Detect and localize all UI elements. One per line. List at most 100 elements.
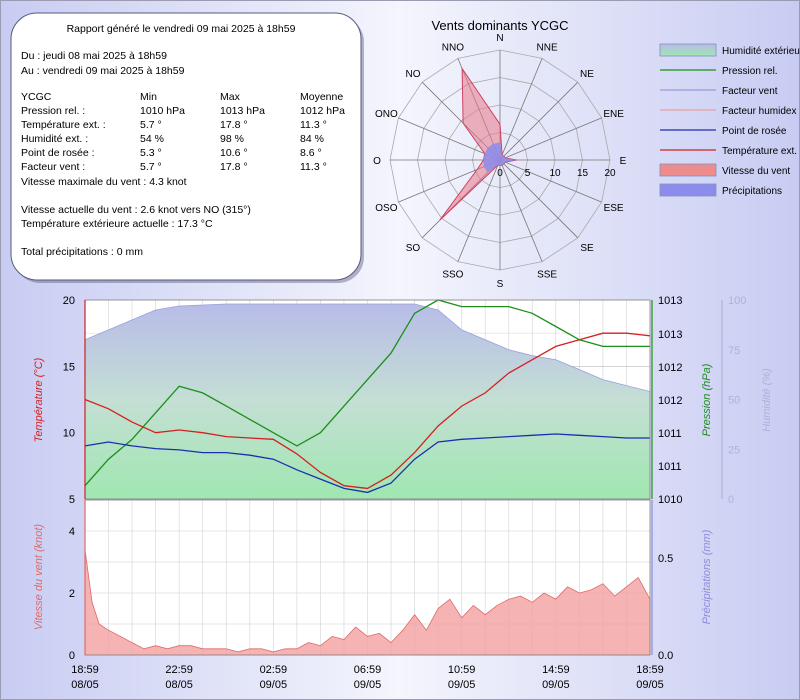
- humidity-axis-label: Humidité (%): [761, 368, 773, 432]
- wind-rose-direction-label: SE: [580, 243, 594, 254]
- humidity-tick-label: 100: [728, 295, 746, 307]
- pressure-line: [84, 299, 650, 487]
- wind-rose-direction-label: SSO: [442, 270, 463, 281]
- report-current-wind: Vitesse actuelle du vent : 2.6 knot vers…: [21, 204, 251, 216]
- precip-axis-label: Précipitations (mm): [701, 529, 713, 624]
- pressure-tick-label: 1011: [658, 428, 682, 440]
- report-box: Rapport généré le vendredi 09 mai 2025 à…: [10, 12, 364, 283]
- wind-rose-direction-label: ENE: [603, 109, 624, 120]
- report-max-wind: Vitesse maximale du vent : 4.3 knot: [21, 176, 187, 188]
- legend-item: Pression rel.: [660, 66, 778, 77]
- legend-label: Facteur vent: [722, 86, 778, 97]
- pressure-tick-label: 1013: [658, 329, 682, 341]
- wind-rose-spoke: [499, 58, 543, 161]
- report-row-min: 5.7 °: [140, 161, 162, 173]
- top-chart: 5 10 15 20 Température (°C) 1010 1011 1011 1012 1…: [33, 295, 773, 506]
- wind-rose-origin-label: 0: [497, 168, 503, 179]
- wind-rose-inner: [483, 142, 517, 173]
- report-row-temperature: Température ext. : 5.7 ° 17.8 ° 11.3 °: [21, 119, 327, 131]
- wind-rose-spoke: [398, 117, 501, 161]
- temperature-line: [84, 332, 651, 490]
- dew-point-line: [84, 433, 650, 494]
- wind-rose-spoke: [499, 159, 602, 203]
- legend-label: Pression rel.: [722, 66, 778, 77]
- wind-tick-label: 0: [69, 650, 75, 662]
- wind-rose-tick-label: 10: [549, 168, 561, 179]
- legend-label: Facteur humidex: [722, 106, 796, 117]
- report-col-min: Min: [140, 91, 157, 103]
- wind-rose-direction-label: NE: [580, 69, 594, 80]
- pressure-axis-label: Pression (hPa): [701, 363, 713, 436]
- report-row-humidity: Humidité ext. : 54 % 98 % 84 %: [21, 133, 324, 145]
- pressure-tick-label: 1012: [658, 362, 682, 374]
- report-row-label: Humidité ext. :: [21, 133, 88, 145]
- x-tick-time: 10:59: [448, 664, 476, 676]
- temp-tick-label: 5: [69, 494, 75, 506]
- wind-rose-direction-label: O: [373, 156, 381, 167]
- report-row-avg: 8.6 °: [300, 147, 322, 159]
- wind-rose-direction-label: S: [497, 279, 504, 290]
- temp-axis-label: Température (°C): [33, 357, 45, 442]
- report-row-max: 17.8 °: [220, 161, 248, 173]
- wind-rose-grid: [389, 49, 611, 271]
- humidity-tick-label: 25: [728, 444, 740, 456]
- report-box-frame: [10, 12, 362, 281]
- x-tick-date: 09/05: [542, 679, 570, 691]
- x-tick-time: 18:59: [71, 664, 99, 676]
- report-generated: Rapport généré le vendredi 09 mai 2025 à…: [67, 23, 296, 35]
- wind-rose-spoke: [499, 159, 543, 262]
- wind-tick-label: 2: [69, 588, 75, 600]
- legend-swatch: [659, 43, 717, 57]
- wind-rose-direction-label: E: [620, 156, 627, 167]
- wind-rose-tick-label: 15: [577, 168, 589, 179]
- legend-item: Vitesse du vent: [659, 163, 790, 177]
- legend-label: Vitesse du vent: [722, 166, 790, 177]
- x-axis: 18:59 08/05 22:59 08/05 02:59 09/05 06:59 09/05…: [71, 664, 664, 691]
- report-row-dew-point: Point de rosée : 5.3 ° 10.6 ° 8.6 °: [21, 147, 322, 159]
- legend-swatch: [659, 183, 717, 197]
- report-row-avg: 11.3 °: [300, 119, 327, 131]
- wind-tick-label: 4: [69, 526, 75, 538]
- legend-item: Précipitations: [659, 183, 782, 197]
- pressure-tick-label: 1013: [658, 295, 682, 307]
- humidity-tick-label: 50: [728, 395, 740, 407]
- wind-rose-tick-label: 20: [604, 168, 616, 179]
- wind-axis-label: Vitesse du vent (knot): [33, 524, 45, 631]
- wind-rose: Vents dominants YCGC N NNE NE ENE E ESE SE SSE S…: [373, 18, 627, 290]
- wind-rose-title: Vents dominants YCGC: [431, 18, 568, 33]
- report-station: YCGC: [21, 91, 52, 103]
- legend-swatch: [659, 163, 717, 177]
- humidity-tick-label: 0: [728, 494, 734, 506]
- wind-rose-spoke: [457, 159, 501, 262]
- report-row-min: 1010 hPa: [140, 105, 185, 117]
- report-row-max: 10.6 °: [220, 147, 248, 159]
- wind-speed-area: [84, 549, 651, 656]
- report-from: Du : jeudi 08 mai 2025 à 18h59: [21, 50, 167, 62]
- wind-rose-direction-label: SO: [406, 243, 421, 254]
- report-row-label: Pression rel. :: [21, 105, 85, 117]
- wind-rose-direction-label: NO: [406, 69, 421, 80]
- legend-label: Humidité extérieure: [722, 46, 800, 57]
- report-row-label: Point de rosée :: [21, 147, 95, 159]
- legend-label: Précipitations: [722, 186, 782, 197]
- wind-rose-series: [439, 66, 517, 221]
- bottom-chart: 0 2 4 Vitesse du vent (knot) 0.0 0.5 Précipita…: [33, 499, 713, 662]
- x-tick-date: 08/05: [71, 679, 99, 691]
- wind-rose-direction-label: ONO: [375, 109, 398, 120]
- temp-tick-label: 10: [63, 428, 75, 440]
- legend-label: Point de rosée: [722, 126, 787, 137]
- x-tick-date: 09/05: [354, 679, 382, 691]
- legend-item: Facteur humidex: [660, 106, 796, 117]
- report-row-wind-chill: Facteur vent : 5.7 ° 17.8 ° 11.3 °: [21, 161, 327, 173]
- x-tick-date: 08/05: [165, 679, 193, 691]
- report-row-min: 54 %: [140, 133, 164, 145]
- report-row-avg: 84 %: [300, 133, 324, 145]
- x-tick-time: 18:59: [636, 664, 664, 676]
- wind-rose-tick-label: 5: [525, 168, 531, 179]
- report-row-min: 5.7 °: [140, 119, 162, 131]
- humidity-tick-label: 75: [728, 345, 740, 357]
- x-tick-time: 06:59: [354, 664, 382, 676]
- wind-rose-spoke: [499, 159, 579, 239]
